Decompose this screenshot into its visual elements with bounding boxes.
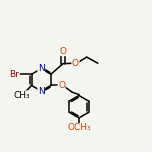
Text: N: N <box>38 86 45 96</box>
Text: O: O <box>72 59 79 68</box>
Text: OCH₃: OCH₃ <box>67 123 91 132</box>
Text: N: N <box>38 64 45 73</box>
Text: Br: Br <box>9 70 19 79</box>
Text: O: O <box>58 81 65 90</box>
Text: CH₃: CH₃ <box>14 91 30 100</box>
Text: O: O <box>59 47 66 56</box>
